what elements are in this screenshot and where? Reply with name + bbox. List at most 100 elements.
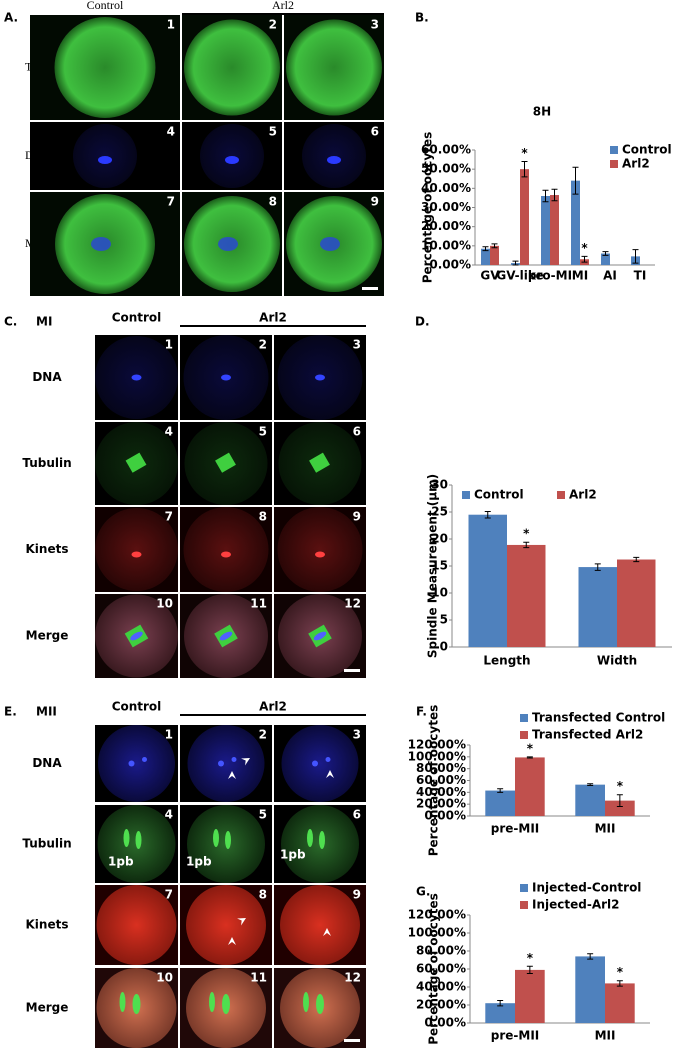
bar xyxy=(617,559,656,647)
row-label: Merge xyxy=(26,629,69,643)
bar xyxy=(485,1003,515,1023)
kinetochores xyxy=(131,551,142,558)
chart-title: 8H xyxy=(533,105,551,119)
legend-swatch xyxy=(610,146,618,154)
cell xyxy=(187,725,265,802)
scale-bar xyxy=(344,1039,360,1042)
image-number: 9 xyxy=(353,888,361,902)
legend-label: Control xyxy=(474,488,524,502)
row-label: DNA xyxy=(32,370,62,384)
legend-label: Arl2 xyxy=(622,157,650,171)
cell xyxy=(95,508,178,591)
error-bar xyxy=(587,783,594,787)
y-tick-label: 20 xyxy=(431,532,448,546)
label: A. xyxy=(4,11,18,25)
image-number: 3 xyxy=(353,338,361,352)
chromatin xyxy=(219,631,233,641)
stage-label: MI xyxy=(36,315,52,329)
significance-mark: * xyxy=(527,741,534,755)
bar xyxy=(578,567,617,647)
label: E. xyxy=(4,705,17,719)
panel-letter: B. xyxy=(415,11,429,25)
legend-label: Control xyxy=(622,143,672,157)
bar xyxy=(481,248,490,265)
cell xyxy=(96,885,177,965)
x-tick-label: MI xyxy=(572,269,588,283)
cell xyxy=(281,725,359,802)
image-number: 5 xyxy=(259,808,267,822)
legend-label: Transfected Control xyxy=(532,711,665,725)
panel-letter: G. xyxy=(416,885,430,899)
spindle xyxy=(119,992,126,1012)
chromatin xyxy=(221,374,231,381)
bar xyxy=(507,544,546,647)
spindle xyxy=(316,994,324,1014)
spindle xyxy=(225,831,231,849)
image-number: 2 xyxy=(259,338,267,352)
x-tick-label: MII xyxy=(595,1029,616,1043)
row-label: Tubulin xyxy=(22,456,71,470)
significance-mark: * xyxy=(527,951,534,965)
image-number: 4 xyxy=(165,425,173,439)
cell xyxy=(184,19,280,116)
panel-letter: F. xyxy=(416,705,427,719)
chromatin xyxy=(218,237,238,251)
bar xyxy=(601,253,610,265)
image-number: 12 xyxy=(344,597,361,611)
chromatin xyxy=(315,374,325,381)
spindle xyxy=(213,829,219,847)
pb-label: 1pb xyxy=(186,855,212,869)
group-header: Control xyxy=(112,700,162,714)
y-tick-label: 20.00% xyxy=(421,219,471,233)
spindle xyxy=(132,994,141,1014)
error-bar xyxy=(542,189,549,203)
cell xyxy=(280,885,360,965)
legend-swatch xyxy=(557,491,565,499)
legend-swatch xyxy=(610,160,618,168)
legend-swatch xyxy=(520,714,528,722)
x-tick-label: AI xyxy=(603,269,617,283)
spindle xyxy=(123,829,130,847)
pb-label: 1pb xyxy=(108,855,134,869)
y-tick-label: 10.00% xyxy=(421,238,471,252)
image-number: 9 xyxy=(353,510,361,524)
significance-mark: * xyxy=(521,146,528,160)
spindle xyxy=(303,992,309,1012)
y-tick-label: 80.00% xyxy=(416,761,466,775)
y-tick-label: 80.00% xyxy=(416,944,466,958)
x-tick-label: pre-MII xyxy=(491,822,540,836)
x-tick-label: pre-MII xyxy=(491,1029,540,1043)
y-axis-label: Percentage of oocytes xyxy=(427,705,441,856)
arrowhead xyxy=(228,771,236,779)
significance-mark: * xyxy=(581,241,588,255)
spindle xyxy=(222,994,230,1014)
y-tick-label: 0.00% xyxy=(429,258,471,272)
chromatin xyxy=(225,156,239,164)
chromatin xyxy=(218,760,224,767)
x-tick-label: MII xyxy=(595,822,616,836)
error-bar xyxy=(484,510,491,519)
row-label: Tubulin xyxy=(22,837,71,851)
group-header: Arl2 xyxy=(259,700,287,714)
image-number: 3 xyxy=(353,728,361,742)
y-axis-label: Percentage of oocytes xyxy=(421,132,435,283)
image-number: 7 xyxy=(165,510,173,524)
image-number: 1 xyxy=(165,728,173,742)
chromatin xyxy=(142,757,147,762)
error-bar xyxy=(594,563,601,571)
error-bar xyxy=(497,788,504,793)
bar xyxy=(468,514,507,647)
bar xyxy=(575,784,605,816)
y-tick-label: 120.00% xyxy=(408,908,466,922)
bar xyxy=(515,757,545,816)
spindle xyxy=(209,992,215,1012)
y-tick-label: 120.00% xyxy=(408,738,466,752)
spindle xyxy=(135,831,142,849)
image-number: 2 xyxy=(259,728,267,742)
error-bar xyxy=(482,246,489,252)
cell xyxy=(286,19,382,116)
significance-mark: * xyxy=(617,779,624,793)
image-number: 3 xyxy=(371,18,379,32)
x-tick-label: Width xyxy=(597,654,637,668)
